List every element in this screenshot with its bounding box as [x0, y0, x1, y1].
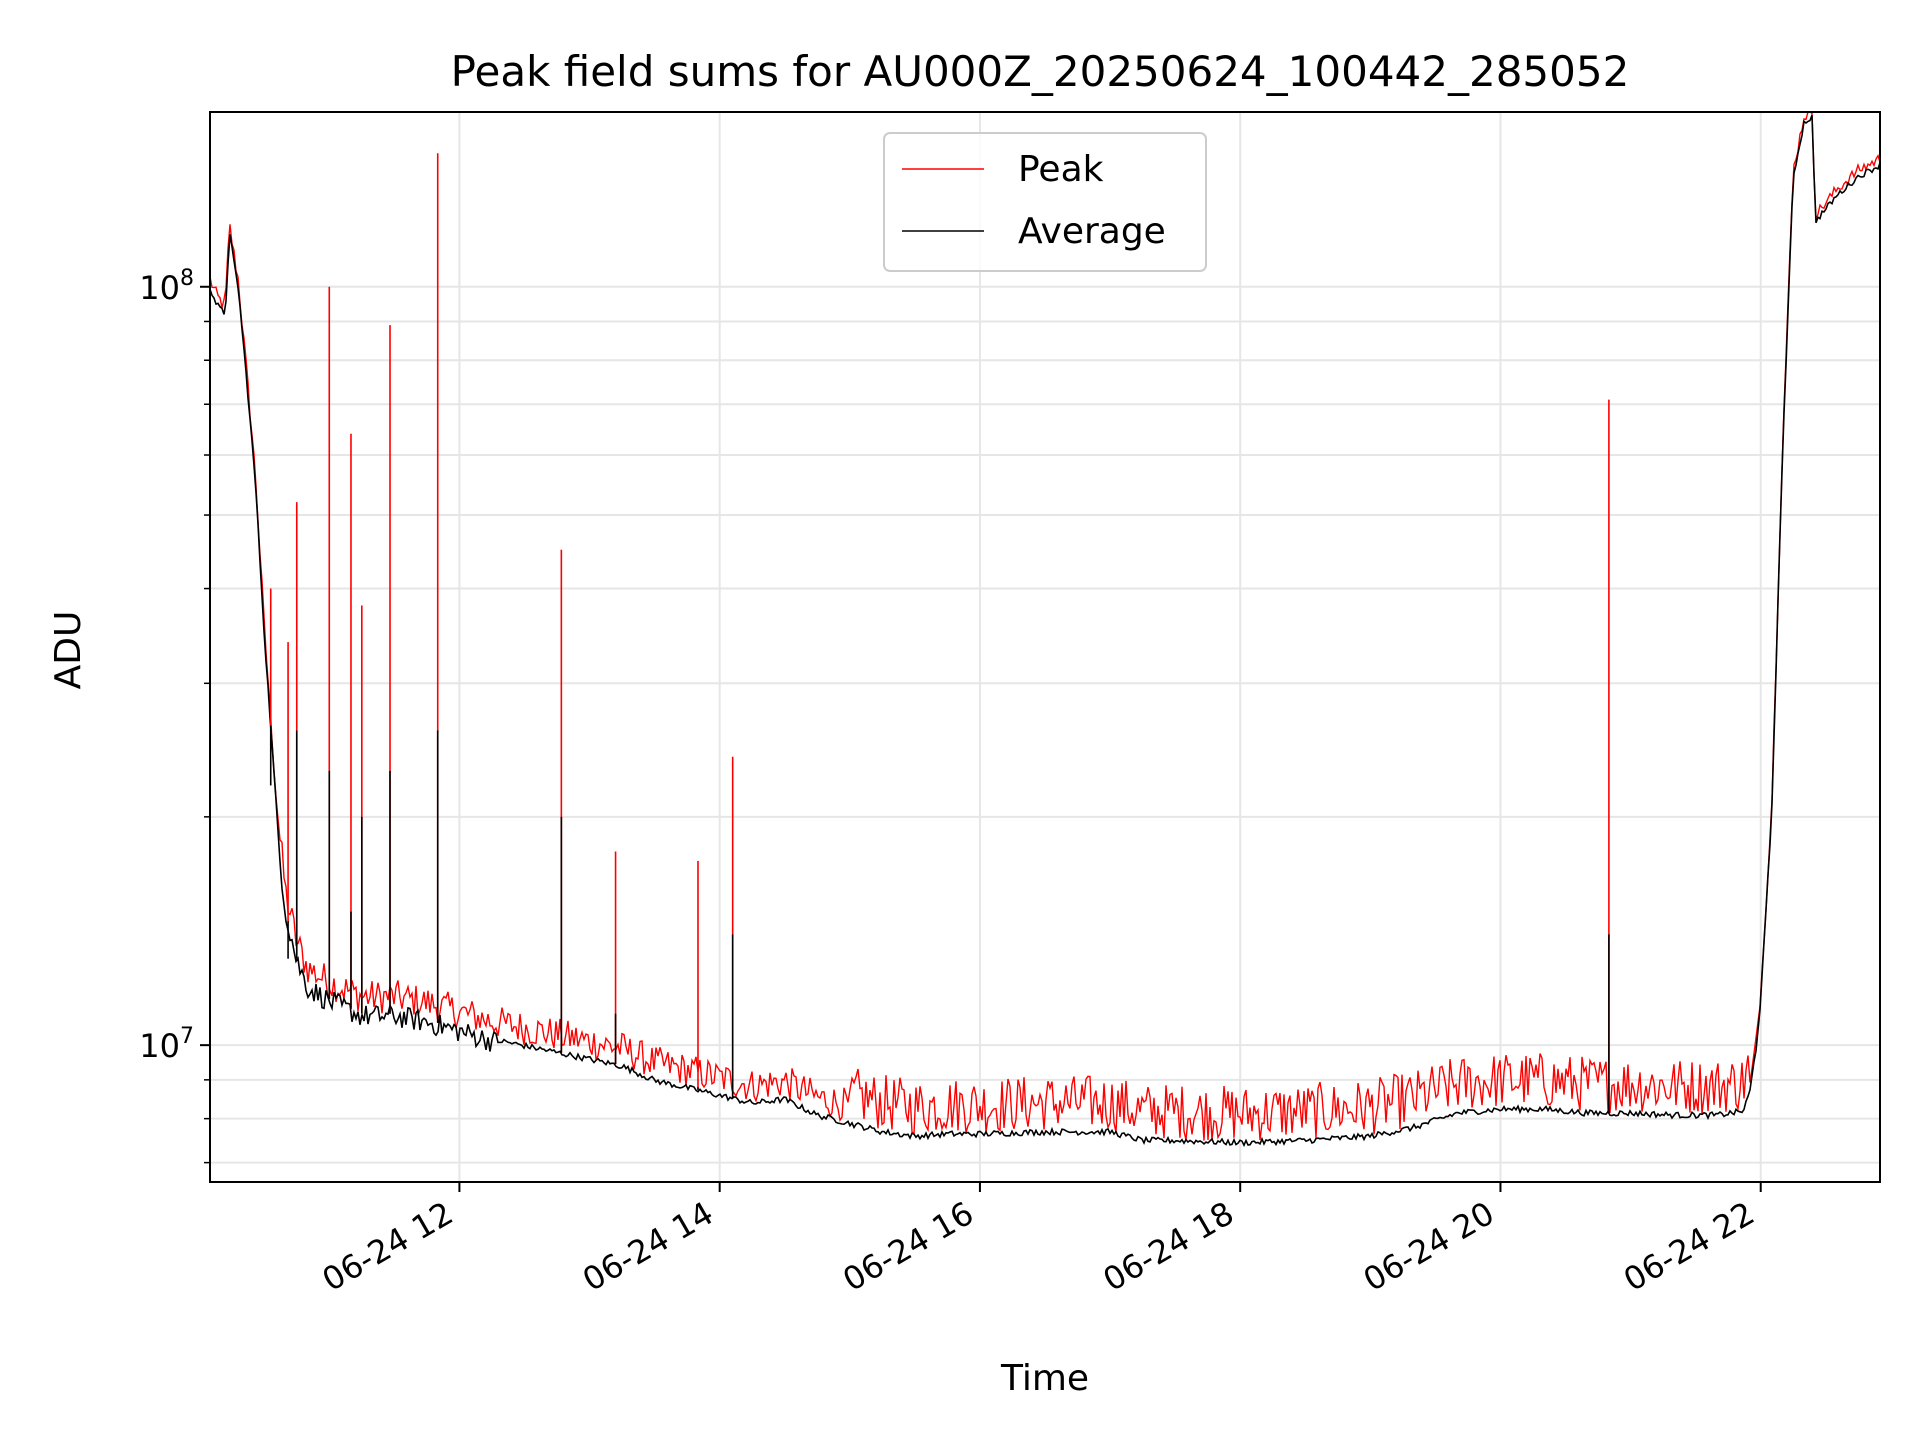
legend-box: [883, 132, 1207, 272]
x-axis-label: Time: [1000, 1358, 1089, 1399]
grid: [210, 112, 1880, 1182]
legend-label-peak: Peak: [1018, 149, 1104, 190]
y-tick-base: 10: [139, 1027, 180, 1065]
y-tick-exponent: 7: [180, 1024, 194, 1049]
y-tick-exponent: 8: [180, 266, 194, 291]
y-tick-base: 10: [139, 269, 180, 307]
plot-area: [209, 111, 1881, 1148]
plot-frame: [209, 111, 1881, 1183]
chart-title: Peak field sums for AU000Z_20250624_1004…: [451, 47, 1630, 96]
series-average-line: [209, 115, 1881, 1148]
legend: Peak Average: [883, 132, 1207, 272]
y-tick-label: 108: [139, 266, 194, 307]
legend-label-average: Average: [1018, 211, 1166, 252]
y-axis-label: ADU: [48, 611, 89, 690]
y-tick-label: 107: [139, 1024, 194, 1065]
series-peak-line: [209, 111, 1881, 1141]
